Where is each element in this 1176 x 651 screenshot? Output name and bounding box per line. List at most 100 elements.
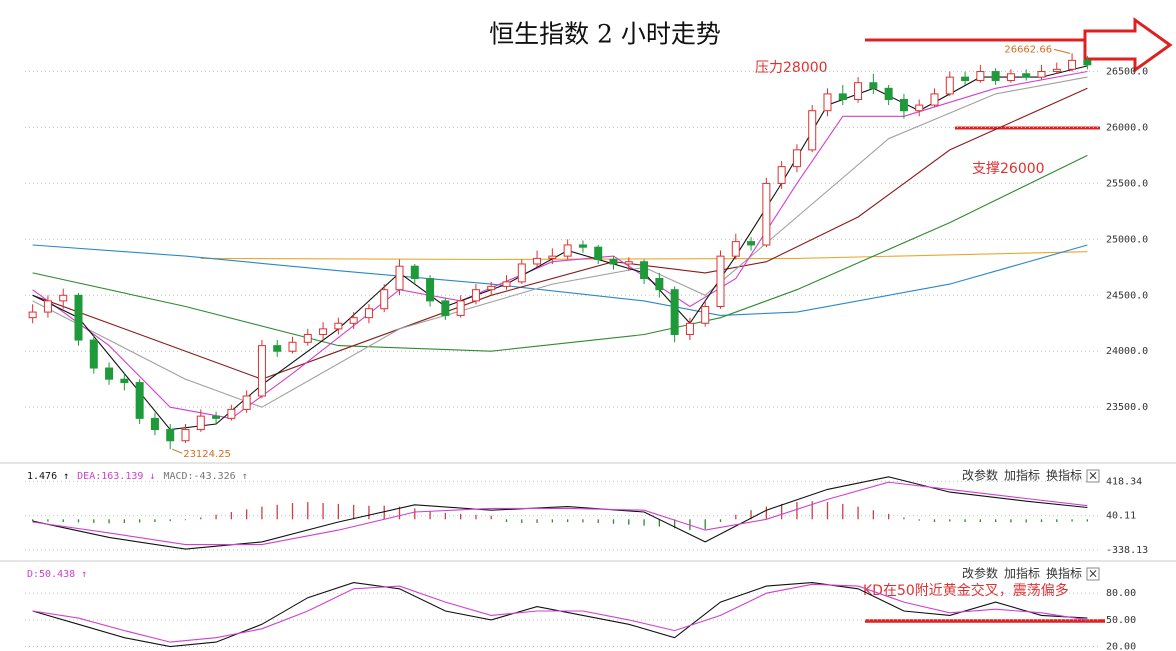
candle-body	[884, 87, 893, 101]
candle-body	[273, 345, 282, 352]
annotation: 支撑26000	[972, 161, 1045, 177]
candle-body	[685, 322, 694, 335]
candle-body	[976, 71, 985, 81]
indicator-line	[32, 481, 1088, 546]
indicator-header: 1.476 ↑	[27, 471, 69, 482]
toolbar-button[interactable]: 换指标	[1046, 468, 1082, 483]
candle-body	[1083, 59, 1092, 66]
toolbar-button[interactable]: ×	[1088, 567, 1098, 581]
candle-body	[777, 166, 786, 184]
candle-body	[120, 378, 129, 384]
high-pointer	[1053, 48, 1071, 54]
toolbar-button[interactable]: ×	[1088, 469, 1098, 483]
candle-body	[792, 149, 801, 168]
indicator-line	[32, 476, 1088, 550]
candle-body	[1022, 73, 1031, 78]
candle-body	[915, 104, 924, 112]
candle-body	[364, 308, 373, 319]
candle-body	[105, 367, 114, 380]
candle-body	[716, 255, 725, 307]
arrow-icon	[1083, 17, 1173, 73]
candle-body	[471, 289, 480, 302]
annotation: KD在50附近黄金交叉，震荡偏多	[863, 582, 1069, 599]
candle-body	[563, 244, 572, 257]
candle-body	[808, 110, 817, 151]
y-tick-label: 418.34	[1106, 476, 1142, 487]
candle-body	[319, 328, 328, 335]
toolbar-button[interactable]: 换指标	[1046, 566, 1082, 581]
candle-body	[487, 285, 496, 291]
indicator-line	[32, 65, 1088, 431]
low-pointer	[172, 448, 183, 454]
candle-body	[227, 408, 236, 419]
candle-body	[135, 382, 144, 419]
candle-body	[1006, 73, 1015, 81]
candle-body	[869, 82, 878, 89]
candle-body	[731, 241, 740, 257]
candle-body	[89, 339, 98, 369]
candle-body	[349, 317, 358, 324]
indicator-line	[32, 244, 1088, 316]
candle-body	[670, 289, 679, 335]
y-tick-label: 24500.0	[1106, 290, 1148, 301]
candle-body	[410, 265, 419, 280]
toolbar-button[interactable]: 加指标	[1004, 566, 1040, 581]
candle-body	[930, 93, 939, 106]
indicator-header: D:50.438 ↑	[27, 569, 87, 580]
candle-body	[502, 281, 511, 287]
y-tick-label: -338.13	[1106, 545, 1148, 556]
candle-body	[823, 93, 832, 112]
candle-body	[166, 429, 175, 442]
chart-title: 恒生指数 2 小时走势	[489, 20, 721, 49]
close-box	[1086, 469, 1100, 483]
y-tick-label: 25500.0	[1106, 178, 1148, 189]
candle-body	[380, 289, 389, 310]
toolbar-button[interactable]: 改参数	[962, 468, 998, 483]
candle-body	[624, 261, 633, 265]
candle-body	[257, 345, 266, 397]
candle-body	[854, 82, 863, 101]
candle-body	[594, 246, 603, 260]
y-tick-label: 26500.0	[1106, 67, 1148, 78]
candle-body	[43, 300, 52, 313]
candle-body	[517, 263, 526, 283]
annotation: 压力28000	[755, 60, 828, 76]
candle-body	[441, 300, 450, 316]
y-tick-label: 26000.0	[1106, 122, 1148, 133]
candle-body	[762, 182, 771, 246]
candle-body	[533, 257, 542, 265]
candle-body	[456, 300, 465, 316]
candle-body	[1052, 68, 1061, 73]
candle-body	[548, 255, 557, 259]
candle-body	[196, 415, 205, 431]
candle-body	[28, 311, 37, 319]
indicator-line	[32, 583, 1088, 643]
y-tick-label: 50.00	[1106, 615, 1136, 626]
indicator-line	[200, 251, 1088, 261]
candle-body	[961, 76, 970, 81]
indicator-header: MACD:-43.326 ↑	[163, 471, 247, 482]
high-label: 26662.66	[1004, 44, 1052, 55]
candle-body	[181, 429, 190, 442]
toolbar-button[interactable]: 改参数	[962, 566, 998, 581]
candle-body	[899, 99, 908, 112]
candle-body	[303, 333, 312, 343]
y-tick-label: 24000.0	[1106, 346, 1148, 357]
candle-body	[395, 265, 404, 291]
candle-body	[991, 71, 1000, 81]
candle-body	[150, 417, 159, 431]
indicator-line	[32, 76, 1088, 408]
candle-body	[242, 395, 251, 410]
indicator-line	[32, 70, 1088, 419]
indicator-line	[32, 87, 1088, 380]
candle-body	[1037, 71, 1046, 78]
toolbar-button[interactable]: 加指标	[1004, 468, 1040, 483]
candle-body	[426, 278, 435, 302]
candle-body	[838, 93, 847, 101]
candle-body	[640, 261, 649, 280]
y-tick-label: 80.00	[1106, 588, 1136, 599]
indicator-line	[32, 154, 1088, 352]
low-label: 23124.25	[183, 449, 231, 460]
